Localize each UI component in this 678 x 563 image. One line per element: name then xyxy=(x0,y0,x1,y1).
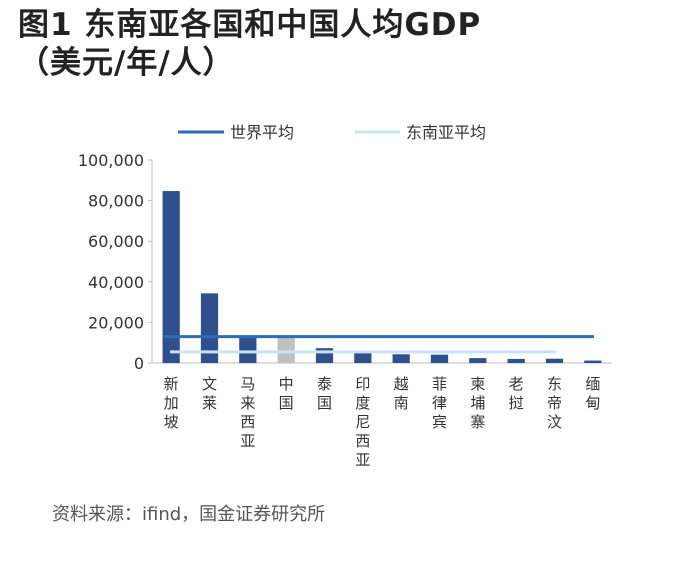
legend-label-world-average: 世界平均 xyxy=(230,123,294,142)
bar xyxy=(507,358,525,363)
bar xyxy=(430,354,449,363)
legend-label-sea-average: 东南亚平均 xyxy=(406,123,486,142)
x-category-label: 柬埔寨 xyxy=(470,375,485,431)
y-tick-label: 60,000 xyxy=(88,232,144,251)
x-category-label: 中国 xyxy=(279,375,294,412)
x-category-label: 马来西亚 xyxy=(240,375,255,450)
x-category-label: 菲律宾 xyxy=(432,375,447,431)
source-note: 资料来源：ifind，国金证券研究所 xyxy=(52,504,326,525)
y-tick-label: 20,000 xyxy=(88,313,144,332)
bar xyxy=(584,360,602,363)
bar xyxy=(200,293,219,363)
y-tick-label: 100,000 xyxy=(78,151,144,170)
x-category-label: 老挝 xyxy=(509,375,524,412)
bar xyxy=(277,337,295,363)
x-category-label: 东帝汶 xyxy=(547,375,562,431)
y-tick-label: 80,000 xyxy=(88,192,144,211)
x-category-label: 印度尼西亚 xyxy=(355,375,370,469)
x-category-label: 泰国 xyxy=(317,375,332,412)
chart-title: 图1 东南亚各国和中国人均GDP （美元/年/人） xyxy=(18,6,481,82)
y-tick-label: 40,000 xyxy=(88,273,144,292)
title-line-2: （美元/年/人） xyxy=(18,45,235,81)
bar xyxy=(354,353,372,363)
bar xyxy=(392,354,410,363)
x-category-label: 新加坡 xyxy=(164,375,179,431)
x-category-label: 文莱 xyxy=(202,375,217,412)
y-tick-label: 0 xyxy=(134,354,144,373)
bar-chart: 世界平均 东南亚平均 0 20,000 40,000 60,000 80,000 100,00… xyxy=(78,123,612,469)
x-category-label: 缅甸 xyxy=(585,375,600,412)
bar xyxy=(162,191,180,363)
title-line-1: 图1 东南亚各国和中国人均GDP xyxy=(18,7,482,43)
bar xyxy=(545,358,564,363)
x-category-label: 越南 xyxy=(394,375,409,412)
bar xyxy=(239,336,257,363)
bar xyxy=(469,358,487,363)
